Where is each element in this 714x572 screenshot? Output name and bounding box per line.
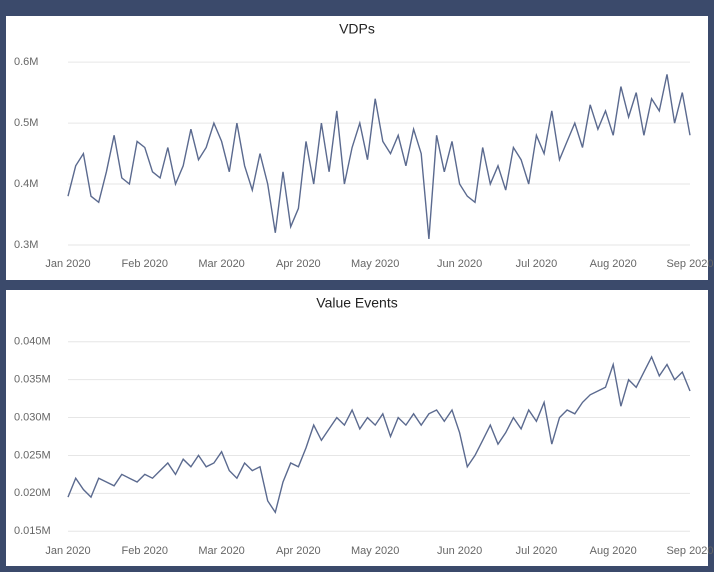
x-tick-label: Mar 2020 (198, 545, 244, 557)
x-tick-label: Apr 2020 (276, 545, 321, 557)
chart-title: VDPs (339, 21, 375, 37)
panel (6, 290, 708, 566)
y-tick-label: 0.6M (14, 56, 38, 68)
x-tick-label: Sep 2020 (666, 545, 713, 557)
y-tick-label: 0.4M (14, 178, 38, 190)
x-tick-label: Mar 2020 (198, 258, 244, 270)
series-line (67, 74, 691, 239)
x-tick-label: Jul 2020 (516, 545, 558, 557)
x-tick-label: Sep 2020 (666, 258, 713, 270)
x-tick-label: Feb 2020 (122, 258, 168, 270)
y-tick-label: 0.3M (14, 239, 38, 251)
panel (6, 16, 708, 280)
x-tick-label: Jul 2020 (516, 258, 558, 270)
x-tick-label: Feb 2020 (122, 545, 168, 557)
x-tick-label: May 2020 (351, 258, 399, 270)
y-tick-label: 0.015M (14, 525, 51, 537)
x-tick-label: May 2020 (351, 545, 399, 557)
y-tick-label: 0.020M (14, 487, 51, 499)
x-tick-label: Aug 2020 (590, 545, 637, 557)
y-tick-label: 0.040M (14, 336, 51, 348)
chart-title: Value Events (316, 295, 397, 311)
x-tick-label: Aug 2020 (590, 258, 637, 270)
x-tick-label: Jan 2020 (45, 258, 90, 270)
y-tick-label: 0.025M (14, 449, 51, 461)
x-tick-label: Jan 2020 (45, 545, 90, 557)
x-tick-label: Apr 2020 (276, 258, 321, 270)
y-tick-label: 0.030M (14, 411, 51, 423)
series-line (67, 355, 691, 514)
x-tick-label: Jun 2020 (437, 545, 482, 557)
y-tick-label: 0.5M (14, 117, 38, 129)
x-tick-label: Jun 2020 (437, 258, 482, 270)
y-tick-label: 0.035M (14, 374, 51, 386)
